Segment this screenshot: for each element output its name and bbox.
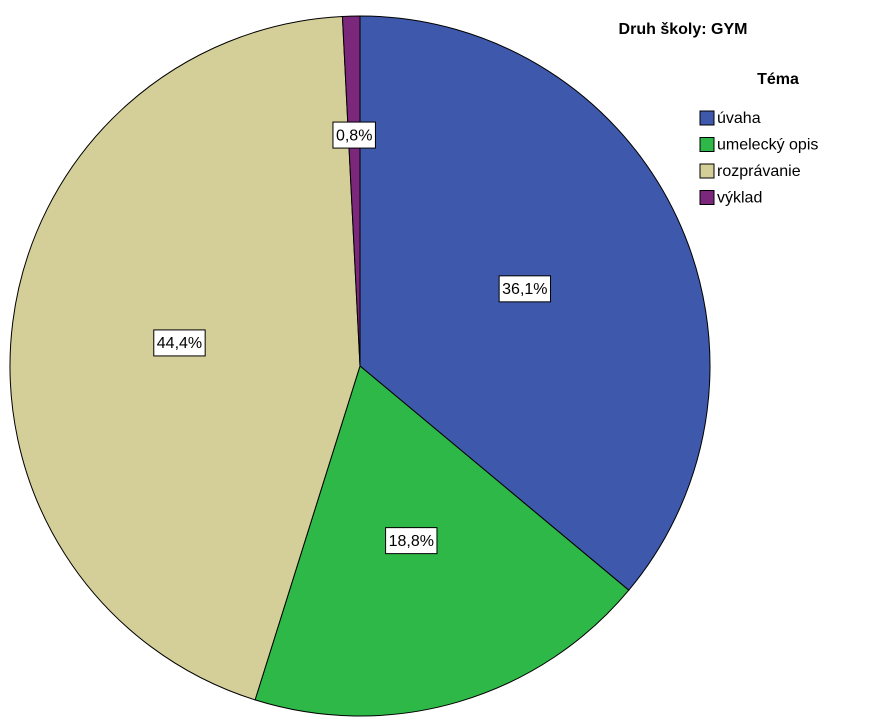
data-label-box [153,329,206,357]
legend-label: výklad [717,190,762,207]
legend-swatch [699,137,715,152]
data-label-box [332,121,376,149]
data-label-box [498,275,552,303]
legend-label: rozprávanie [717,163,801,180]
data-label-box [385,527,438,555]
data-label-group: 0,8% [332,121,376,149]
data-label: 44,4% [157,335,202,352]
data-label-group: 44,4% [153,329,206,357]
pie-slice [9,15,361,701]
legend-label: úvaha [717,110,761,127]
data-label: 0,8% [336,127,372,144]
data-label-group: 36,1% [498,275,552,303]
legend-swatch [699,190,715,205]
legend-swatch [699,110,715,126]
chart-title: Druh školy: GYM [619,21,748,38]
data-label: 18,8% [389,533,434,550]
data-label-group: 18,8% [385,527,438,555]
pie-slice [359,15,711,591]
pie-slice [254,365,630,717]
legend-label: umelecký opis [717,137,818,154]
data-label: 36,1% [502,281,547,298]
legend-title: Téma [757,71,799,88]
pie-slice [341,15,361,367]
legend-swatch [699,163,715,179]
